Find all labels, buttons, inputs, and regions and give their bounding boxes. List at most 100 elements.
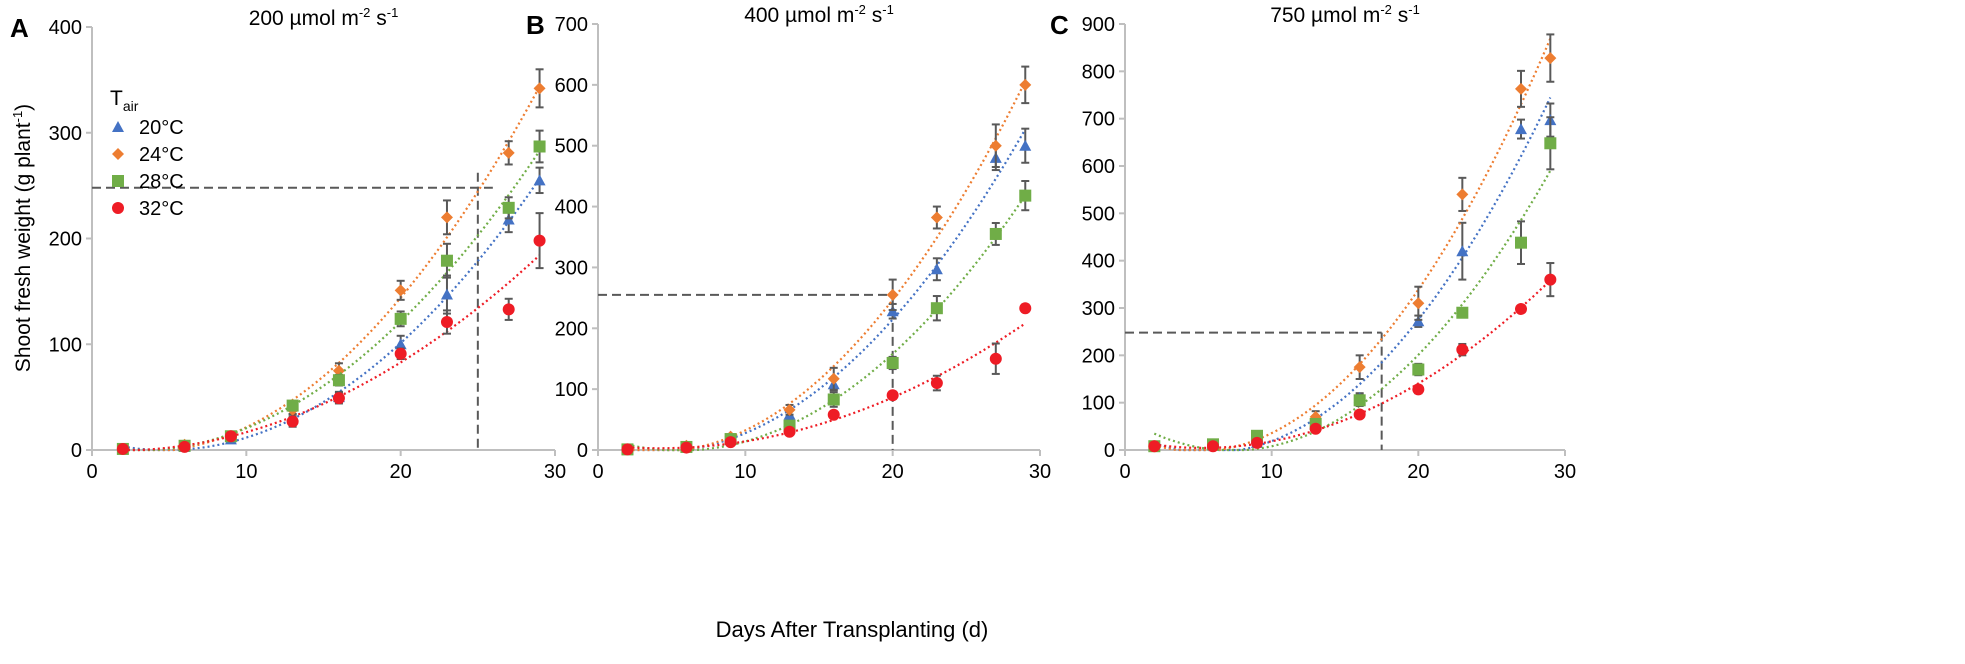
trendline <box>627 322 1026 450</box>
data-point <box>724 436 737 449</box>
trendline <box>1154 279 1552 449</box>
data-point <box>1456 306 1469 319</box>
data-point <box>394 312 407 325</box>
trendline <box>627 80 1027 452</box>
y-tick-label: 500 <box>1082 203 1115 225</box>
legend-marker <box>112 121 124 132</box>
data-point <box>783 403 796 416</box>
series-2 <box>621 180 1032 456</box>
data-point <box>930 263 943 275</box>
panel-title: 750 µmol m-2 s-1 <box>1270 2 1420 27</box>
x-tick-label: 10 <box>1261 461 1283 483</box>
trendline <box>1153 97 1552 452</box>
legend-label: 32°C <box>139 198 184 220</box>
y-tick-label: 0 <box>71 440 82 462</box>
data-point <box>1515 236 1527 249</box>
series-0 <box>621 127 1032 455</box>
data-point <box>440 316 453 329</box>
data-point <box>533 82 546 95</box>
x-axis-label: Days After Transplanting (d) <box>716 617 989 642</box>
y-tick-label: 700 <box>1082 109 1115 131</box>
series-1 <box>621 65 1032 456</box>
data-point <box>886 356 899 369</box>
data-point <box>827 393 840 406</box>
data-point <box>1353 408 1366 421</box>
data-point <box>286 399 299 412</box>
legend-marker <box>112 148 124 160</box>
data-point <box>989 139 1002 152</box>
data-point <box>827 372 840 385</box>
data-point <box>930 302 943 315</box>
y-tick-label: 500 <box>555 136 588 158</box>
data-point <box>1412 383 1425 396</box>
panel-letter: A <box>10 13 29 43</box>
y-tick-label: 400 <box>49 17 82 39</box>
data-point <box>1544 273 1557 286</box>
x-tick-label: 20 <box>390 461 412 483</box>
panel-letter: B <box>526 10 545 40</box>
data-point <box>1353 394 1366 407</box>
y-tick-label: 300 <box>49 123 82 145</box>
panel-b: B 400 µmol m-2 s-1 0 100 200 300 400 500 600 700 0… <box>526 2 1051 483</box>
x-tick-label: 0 <box>86 461 97 483</box>
data-point <box>394 347 407 360</box>
data-point <box>989 227 1002 240</box>
y-tick-label: 900 <box>1082 14 1115 36</box>
data-point <box>1019 189 1032 202</box>
trendline <box>627 194 1027 452</box>
y-tick-label: 300 <box>555 257 588 279</box>
data-point <box>502 201 515 214</box>
y-tick-label: 700 <box>555 14 588 36</box>
panel-a: A 200 µmol m-2 s-1 0 100 200 300 400 0 10 20 30 <box>10 5 566 483</box>
data-point <box>178 440 191 453</box>
data-point <box>1251 436 1263 449</box>
y-tick-label: 100 <box>555 379 588 401</box>
data-point <box>533 234 546 247</box>
y-tick-label: 400 <box>1082 251 1115 273</box>
data-point <box>886 288 899 301</box>
data-point <box>621 443 634 456</box>
data-point <box>332 392 345 405</box>
series-2 <box>1148 116 1557 453</box>
panel-title: 200 µmol m-2 s-1 <box>249 5 399 30</box>
data-point <box>1019 139 1032 151</box>
x-tick-label: 0 <box>592 461 603 483</box>
data-point <box>1544 137 1557 150</box>
data-point <box>116 442 129 455</box>
data-point <box>930 211 943 224</box>
data-point <box>502 146 515 159</box>
y-tick-label: 800 <box>1082 61 1115 83</box>
series-0 <box>1148 97 1557 452</box>
data-point <box>394 338 407 350</box>
x-tick-label: 10 <box>734 461 756 483</box>
data-point <box>394 284 407 297</box>
x-tick-label: 20 <box>882 461 904 483</box>
series-3 <box>621 302 1032 456</box>
data-point <box>502 303 515 316</box>
legend-label: 20°C <box>139 117 184 139</box>
data-point <box>1412 363 1425 376</box>
legend-label: 28°C <box>139 171 184 193</box>
trendline <box>627 128 1027 452</box>
data-point <box>989 352 1002 365</box>
trendline <box>122 86 541 452</box>
y-tick-label: 300 <box>1082 298 1115 320</box>
x-tick-label: 10 <box>235 461 257 483</box>
data-point <box>1019 302 1032 315</box>
data-point <box>680 441 693 454</box>
data-point <box>930 377 943 390</box>
legend-marker <box>112 202 124 214</box>
data-point <box>886 389 899 402</box>
panel-title: 400 µmol m-2 s-1 <box>744 2 894 27</box>
x-tick-label: 0 <box>1119 461 1130 483</box>
data-point <box>440 254 453 267</box>
y-tick-label: 400 <box>555 197 588 219</box>
y-tick-label: 600 <box>555 75 588 97</box>
y-tick-label: 200 <box>49 229 82 251</box>
x-tick-label: 30 <box>1554 461 1576 483</box>
panel-letter: C <box>1050 10 1069 40</box>
data-point <box>827 408 840 421</box>
y-tick-label: 100 <box>1082 393 1115 415</box>
